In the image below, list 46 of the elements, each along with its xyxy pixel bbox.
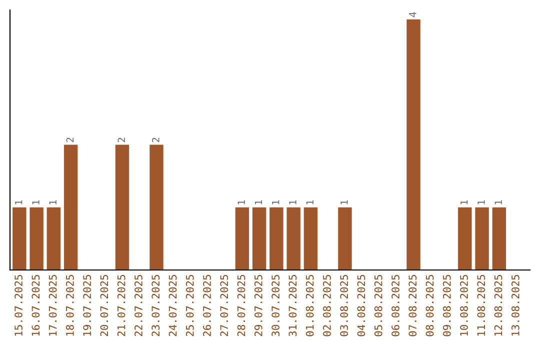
data-label: 1: [494, 200, 502, 204]
data-label: 1: [340, 200, 348, 204]
data-label: 4: [409, 12, 416, 18]
x-tick-label: 17.07.2025: [48, 275, 57, 336]
x-tick-label: 09.08.2025: [442, 275, 451, 336]
x-tick-label: 20.07.2025: [100, 275, 108, 336]
x-tick-label: 27.07.2025: [220, 275, 228, 336]
x-tick-label: 31.07.2025: [288, 275, 297, 336]
data-label: 1: [49, 200, 56, 204]
x-tick-label: 30.07.2025: [272, 275, 280, 336]
data-label: 2: [118, 138, 125, 142]
x-tick-label: 12.08.2025: [494, 275, 502, 336]
data-label: 2: [152, 138, 160, 142]
x-tick-label: 04.08.2025: [357, 275, 366, 336]
data-label: 1: [460, 200, 468, 204]
data-label: 1: [272, 200, 280, 204]
x-tick-label: 13.08.2025: [511, 275, 520, 336]
x-tick-label: 24.07.2025: [168, 275, 177, 336]
x-tick-label: 03.08.2025: [340, 275, 348, 336]
x-tick-label: 16.07.2025: [32, 275, 40, 336]
x-tick-label: 06.08.2025: [392, 275, 400, 336]
x-tick-label: 10.08.2025: [460, 275, 468, 336]
x-tick-label: 05.08.2025: [374, 275, 382, 336]
data-label: 1: [254, 200, 262, 204]
data-label: 1: [238, 200, 245, 204]
data-label: 2: [66, 138, 74, 142]
x-tick-label: 23.07.2025: [152, 275, 160, 336]
x-tick-label: 11.08.2025: [477, 275, 486, 336]
x-tick-label: 19.07.2025: [83, 275, 92, 336]
x-tick-label: 07.08.2025: [408, 275, 417, 336]
x-tick-label: 29.07.2025: [254, 275, 262, 336]
x-tick-label: 08.08.2025: [426, 275, 434, 336]
data-label: 1: [32, 200, 40, 204]
x-tick-label: 18.07.2025: [66, 275, 74, 336]
x-tick-label: 02.08.2025: [322, 275, 331, 336]
data-label: 1: [289, 200, 296, 204]
x-tick-label: 22.07.2025: [134, 275, 142, 336]
data-label: 1: [478, 200, 485, 204]
x-tick-label: 28.07.2025: [237, 275, 246, 336]
data-label: 1: [306, 200, 314, 204]
x-tick-label: 15.07.2025: [14, 275, 22, 336]
data-label: 1: [15, 200, 22, 204]
x-tick-label: 26.07.2025: [203, 275, 211, 336]
x-tick-label: 21.07.2025: [117, 275, 126, 336]
x-tick-label: 01.08.2025: [306, 275, 314, 336]
x-tick-label: 25.07.2025: [186, 275, 194, 336]
